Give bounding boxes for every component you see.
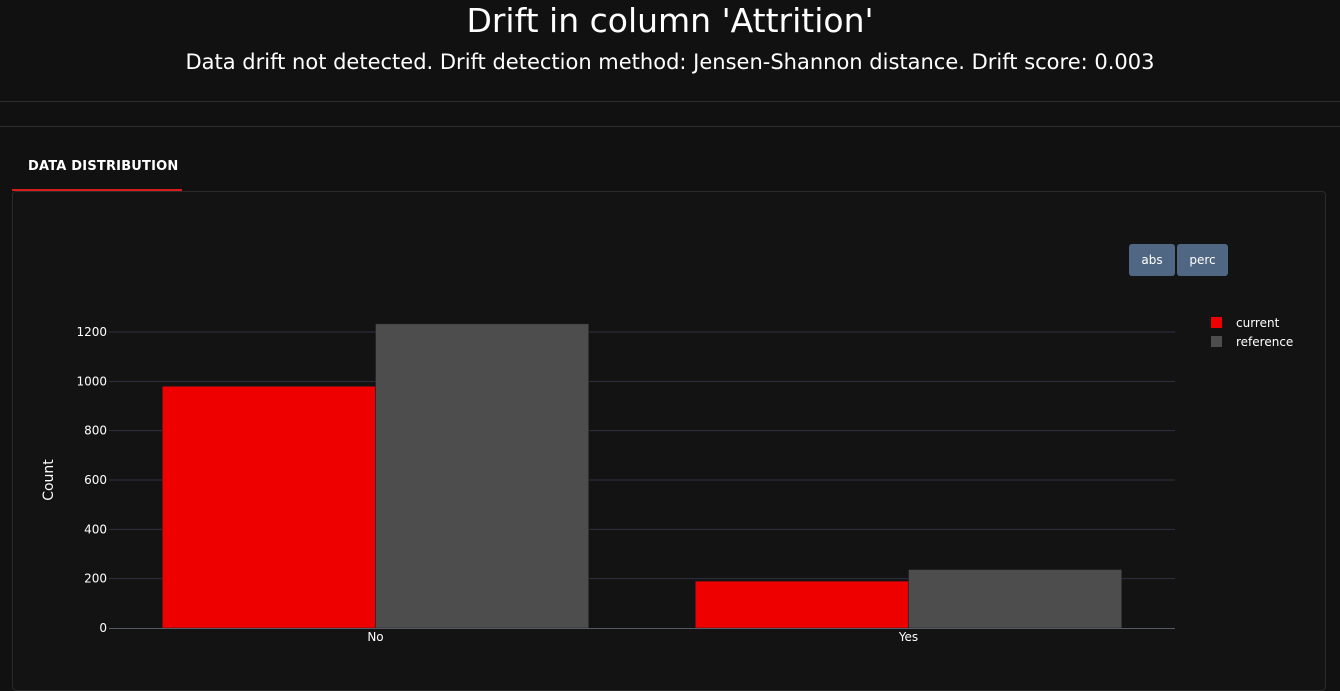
y-tick-label: 800 [84,424,107,438]
y-tick-label: 600 [84,473,107,487]
x-axis-ticks: No Yes [367,630,918,644]
drift-summary: Data drift not detected. Drift detection… [185,50,1155,74]
active-tab-indicator [12,189,182,191]
y-tick-label: 400 [84,522,107,536]
abs-button[interactable]: abs [1129,244,1175,276]
divider [0,126,1340,127]
y-tick-label: 1200 [76,325,107,339]
y-tick-label: 200 [84,572,107,586]
y-axis-title: Count [41,459,57,501]
tab-data-distribution[interactable]: DATA DISTRIBUTION [28,159,179,174]
y-tick-label: 0 [99,621,107,635]
y-axis-ticks: 0 200 400 600 800 1000 1200 [76,325,107,635]
perc-button[interactable]: perc [1177,244,1228,276]
y-tick-label: 1000 [76,374,107,388]
legend-label-current[interactable]: current [1236,316,1280,330]
bar-reference-no[interactable] [375,323,589,629]
bars [162,323,1122,629]
bar-current-no[interactable] [162,386,376,629]
x-tick-label: Yes [898,630,918,644]
legend-label-reference[interactable]: reference [1236,335,1293,349]
page-title: Drift in column 'Attrition' [466,1,874,40]
bar-current-yes[interactable] [695,580,909,629]
bar-reference-yes[interactable] [908,569,1122,629]
legend: current reference [1211,316,1293,349]
x-tick-label: No [367,630,383,644]
page-header: Drift in column 'Attrition' Data drift n… [0,0,1340,102]
legend-swatch-current[interactable] [1211,317,1222,328]
legend-swatch-reference[interactable] [1211,336,1222,347]
